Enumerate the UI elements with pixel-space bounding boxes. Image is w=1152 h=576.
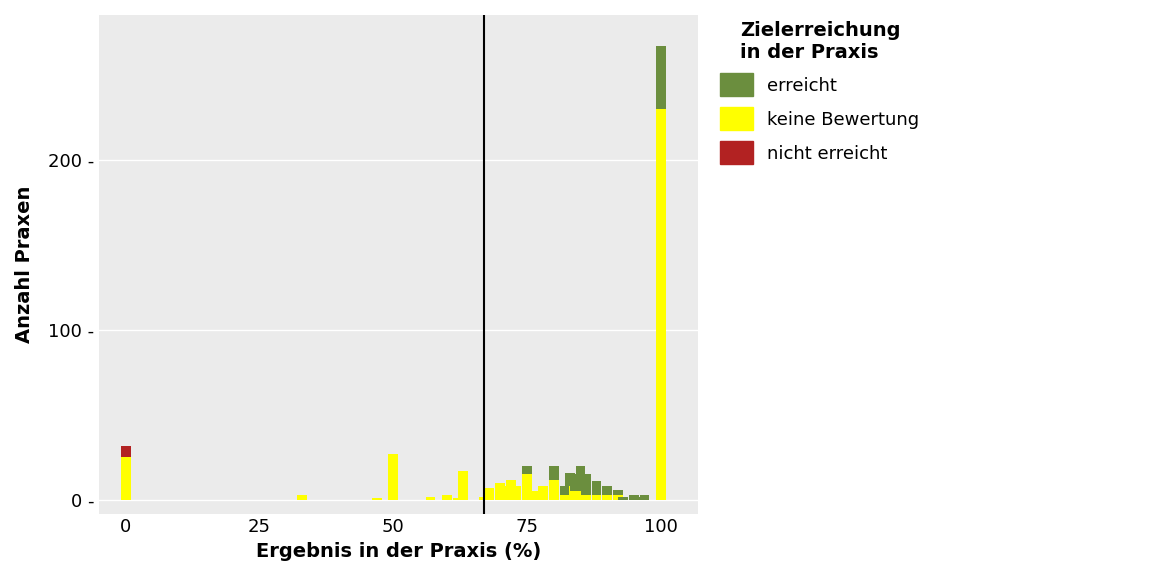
Bar xyxy=(538,486,548,500)
Bar xyxy=(635,497,644,500)
Bar xyxy=(522,466,532,475)
Bar xyxy=(560,486,569,495)
Bar xyxy=(581,495,591,500)
Bar xyxy=(564,473,575,486)
Bar xyxy=(613,495,623,500)
Bar xyxy=(619,497,628,500)
Bar xyxy=(613,490,623,495)
Bar xyxy=(121,457,130,500)
Bar xyxy=(506,480,516,500)
Bar xyxy=(453,498,462,500)
Bar xyxy=(576,491,585,500)
Bar xyxy=(548,466,559,480)
Bar xyxy=(442,495,452,500)
Bar xyxy=(629,495,639,500)
Bar xyxy=(297,495,308,500)
Y-axis label: Anzahl Praxen: Anzahl Praxen xyxy=(15,185,35,343)
Bar xyxy=(570,491,579,500)
Bar xyxy=(528,491,537,500)
Bar xyxy=(602,495,612,500)
Bar xyxy=(548,480,559,500)
Bar xyxy=(533,491,543,500)
Bar xyxy=(639,495,650,500)
Bar xyxy=(592,495,601,500)
Bar xyxy=(655,46,666,109)
Bar xyxy=(121,445,130,457)
Bar xyxy=(522,475,532,500)
Bar xyxy=(581,475,591,495)
Bar xyxy=(485,488,494,500)
Bar xyxy=(564,486,575,500)
Bar xyxy=(602,486,612,495)
X-axis label: Ergebnis in der Praxis (%): Ergebnis in der Praxis (%) xyxy=(256,542,541,561)
Bar xyxy=(458,471,468,500)
Bar xyxy=(426,497,435,500)
Bar xyxy=(495,483,505,500)
Bar xyxy=(501,486,510,500)
Bar xyxy=(388,454,399,500)
Bar xyxy=(560,495,569,500)
Bar xyxy=(570,475,579,491)
Bar xyxy=(511,486,521,500)
Legend: erreicht, keine Bewertung, nicht erreicht: erreicht, keine Bewertung, nicht erreich… xyxy=(713,14,926,172)
Bar xyxy=(479,497,488,500)
Bar xyxy=(576,466,585,491)
Bar xyxy=(592,482,601,495)
Bar xyxy=(372,498,382,500)
Bar xyxy=(655,109,666,500)
